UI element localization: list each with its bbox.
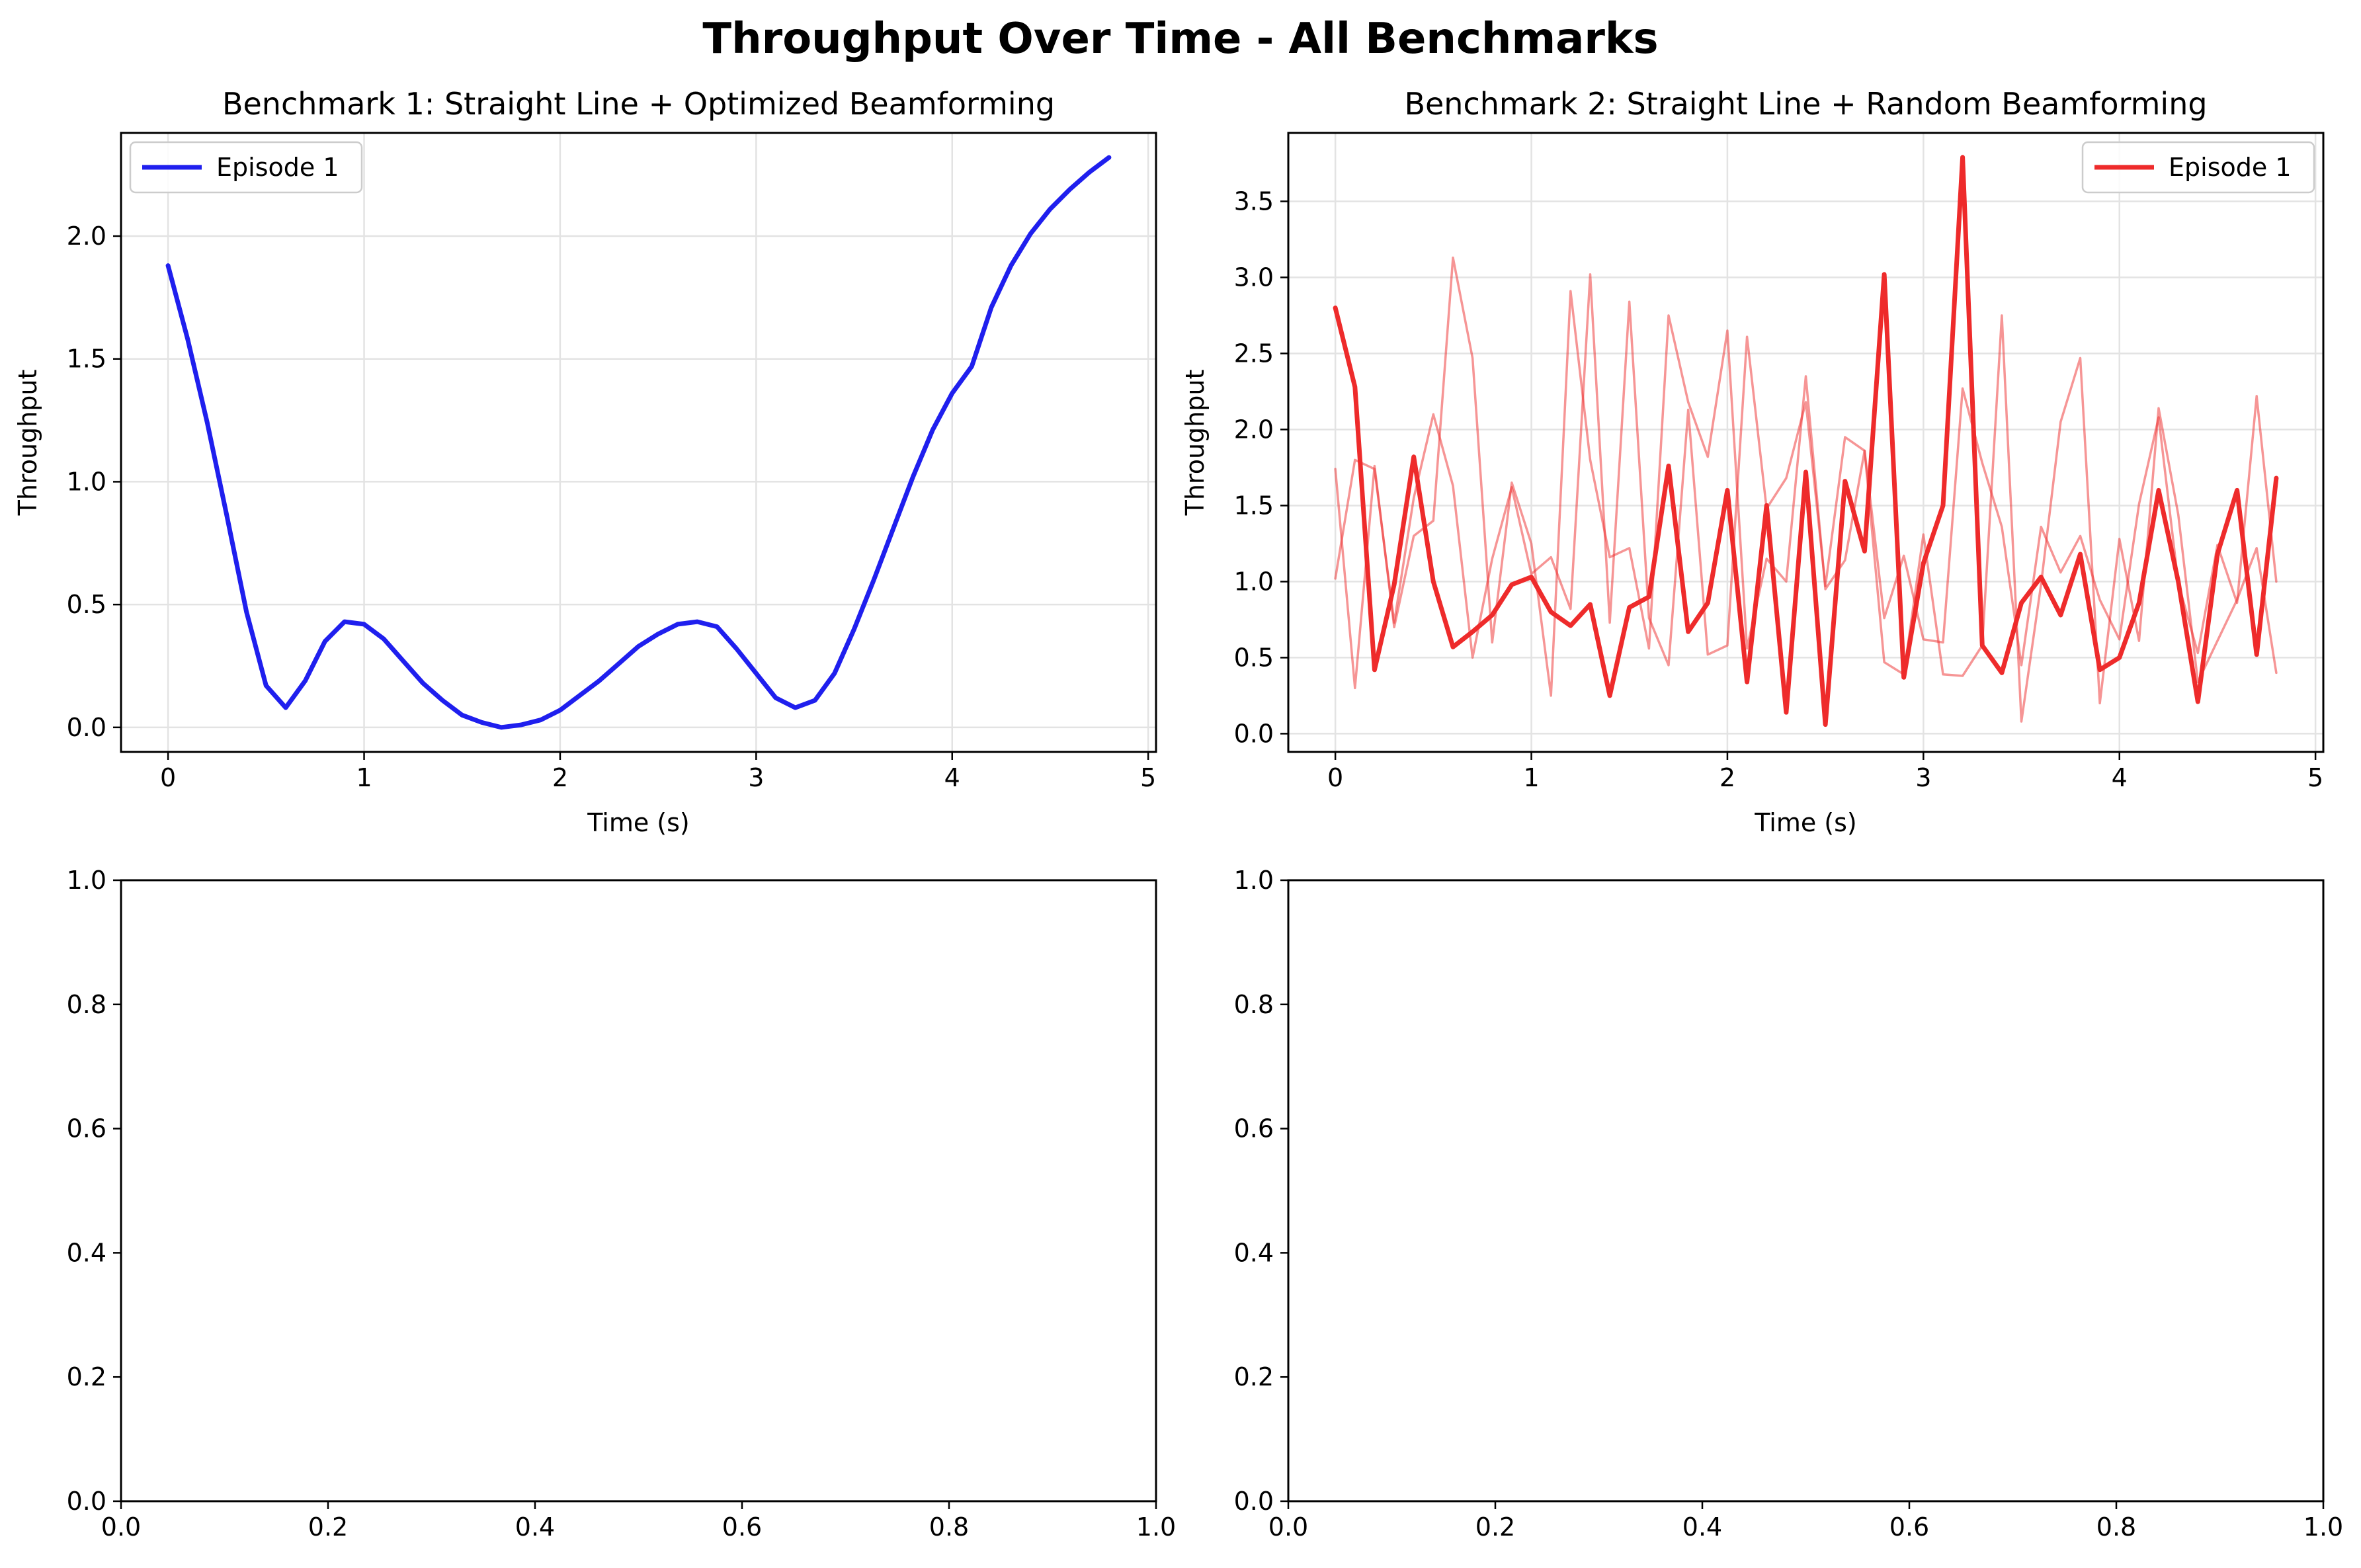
y-tick-label: 2.0 <box>1234 415 1274 444</box>
x-tick-label: 1 <box>356 763 372 792</box>
x-tick-label: 1 <box>1523 763 1539 792</box>
x-tick-label: 4 <box>944 763 960 792</box>
y-tick-label: 1.5 <box>1234 491 1274 520</box>
x-tick-label: 0.8 <box>929 1512 969 1542</box>
x-tick-label: 0.0 <box>101 1512 141 1542</box>
x-tick-label: 5 <box>2307 763 2323 792</box>
figure-title: Throughput Over Time - All Benchmarks <box>702 15 1658 63</box>
faint-series-line-2 <box>1334 273 2278 667</box>
y-tick-label: 1.0 <box>67 866 106 895</box>
x-tick-label: 1.0 <box>2303 1512 2343 1542</box>
x-axis-label: Time (s) <box>587 808 690 837</box>
y-tick-label: 1.0 <box>67 467 106 496</box>
subplot-title: Benchmark 2: Straight Line + Random Beam… <box>1404 86 2207 122</box>
series-line-1 <box>1333 155 2279 727</box>
legend-label: Episode 1 <box>2169 153 2292 182</box>
x-tick-label: 0.6 <box>1889 1512 1929 1542</box>
y-tick-label: 0.8 <box>1234 990 1274 1019</box>
x-tick-label: 0.2 <box>308 1512 348 1542</box>
x-tick-label: 0.8 <box>2096 1512 2136 1542</box>
y-tick-label: 0.6 <box>1234 1114 1274 1143</box>
y-tick-label: 0.2 <box>67 1362 106 1391</box>
y-tick-label: 0.0 <box>67 1487 106 1516</box>
y-tick-label: 0.2 <box>1234 1362 1274 1391</box>
x-tick-label: 3 <box>1915 763 1931 792</box>
y-tick-label: 0.4 <box>1234 1238 1274 1267</box>
x-tick-label: 5 <box>1140 763 1156 792</box>
legend-box <box>2081 141 2315 194</box>
subplot-4: 0.0 0.2 0.4 0.6 0.8 1.0 0.0 0.2 0.4 0.6 0.8 1.0 <box>1234 866 2344 1542</box>
y-tick-label: 2.0 <box>67 222 106 251</box>
x-tick-label: 3 <box>748 763 764 792</box>
y-tick-label: 0.6 <box>67 1114 106 1143</box>
legend: Episode 1 <box>129 141 363 194</box>
y-tick-label: 1.0 <box>1234 866 1274 895</box>
subplot-2: 0 1 2 3 4 5 0.0 0.5 1.0 1.5 2.0 2.5 3.0 3.5 Benchmark … <box>1180 86 2325 837</box>
axes-frame <box>1287 879 2325 1503</box>
y-tick-label: 0.4 <box>67 1238 106 1267</box>
y-tick-label: 0.0 <box>67 713 106 742</box>
x-tick-label: 0.4 <box>515 1512 555 1542</box>
x-tick-label: 0.0 <box>1268 1512 1308 1542</box>
legend: Episode 1 <box>2081 141 2315 194</box>
x-tick-label: 0 <box>160 763 176 792</box>
x-tick-label: 2 <box>1719 763 1735 792</box>
subplot-title: Benchmark 1: Straight Line + Optimized B… <box>222 86 1055 122</box>
subplot-3: 0.0 0.2 0.4 0.6 0.8 1.0 0.0 0.2 0.4 0.6 0.8 1.0 <box>67 866 1177 1542</box>
x-tick-label: 4 <box>2112 763 2128 792</box>
y-axis-label: Throughput <box>1180 370 1210 516</box>
axes-frame <box>120 879 1157 1503</box>
legend-box <box>129 141 363 194</box>
y-tick-label: 1.5 <box>67 345 106 374</box>
y-tick-label: 2.5 <box>1234 339 1274 368</box>
y-tick-label: 0.0 <box>1234 719 1274 748</box>
y-tick-label: 0.5 <box>67 590 106 619</box>
x-tick-label: 0.4 <box>1682 1512 1722 1542</box>
x-tick-label: 0.6 <box>722 1512 762 1542</box>
legend-label: Episode 1 <box>216 153 339 182</box>
x-tick-label: 2 <box>552 763 568 792</box>
axes-frame <box>1287 132 2325 753</box>
y-tick-label: 0.0 <box>1234 1487 1274 1516</box>
y-tick-label: 3.0 <box>1234 263 1274 292</box>
faint-series-line-1 <box>1334 256 2278 723</box>
y-tick-label: 3.5 <box>1234 186 1274 216</box>
y-tick-label: 0.5 <box>1234 643 1274 672</box>
y-tick-label: 0.8 <box>67 990 106 1019</box>
y-axis-label: Throughput <box>13 370 42 516</box>
series-line-1 <box>165 155 1112 730</box>
x-axis-label: Time (s) <box>1754 808 1857 837</box>
y-tick-label: 1.0 <box>1234 567 1274 596</box>
axes-frame <box>120 132 1157 753</box>
subplot-1: 0 1 2 3 4 5 0.0 0.5 1.0 1.5 2.0 Benchmark 1: Straig… <box>13 86 1157 837</box>
x-tick-label: 1.0 <box>1136 1512 1176 1542</box>
x-tick-label: 0 <box>1327 763 1343 792</box>
x-tick-label: 0.2 <box>1475 1512 1515 1542</box>
